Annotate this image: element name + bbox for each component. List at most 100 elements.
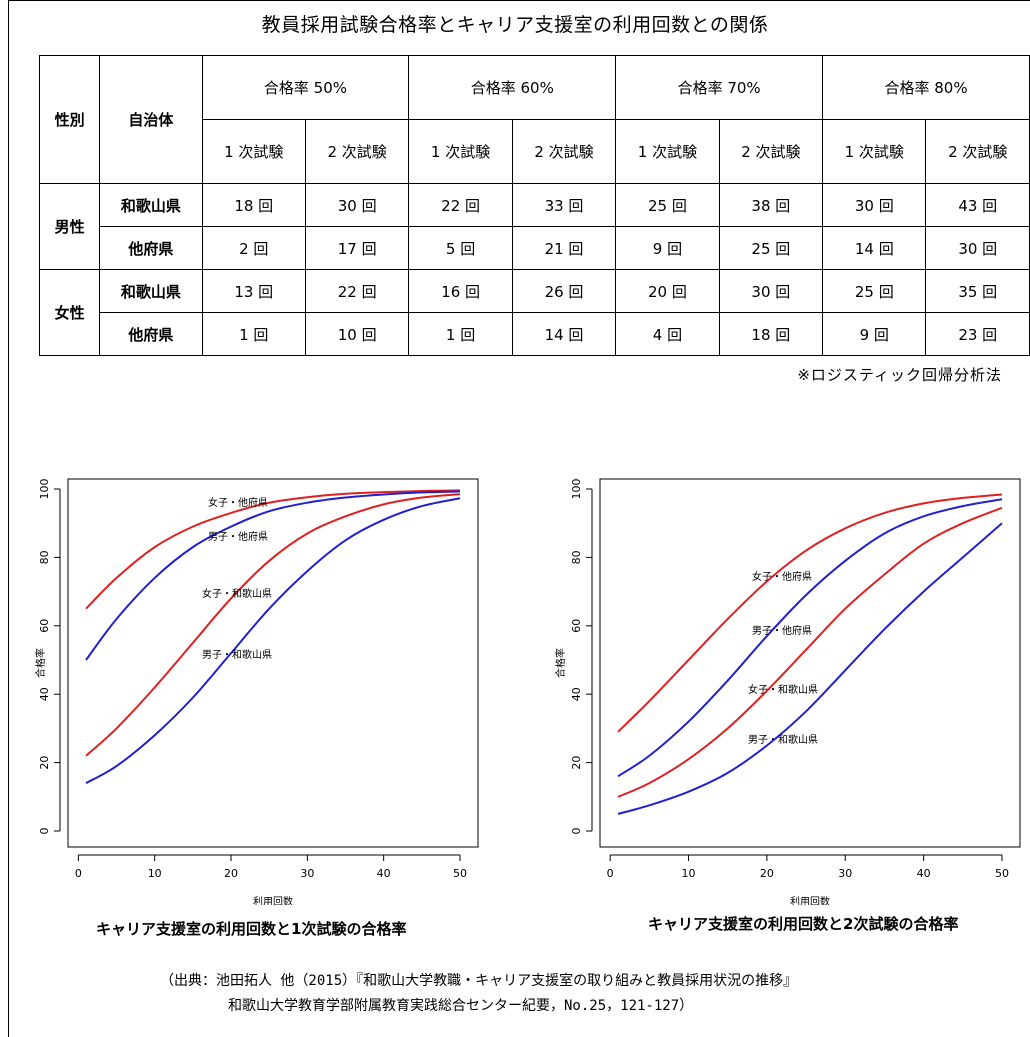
value-cell: 22 回: [304, 269, 410, 313]
chart-second-exam: 0 10 20 30 40 50 0 20 40 60 80 100 利用回数 合格率 女子・他府県男子・他…: [554, 478, 1021, 905]
x-tick-label: 30: [838, 867, 852, 880]
chart-first-exam-title: キャリア支援室の利用回数と1次試験の合格率: [96, 920, 407, 938]
value-cell: 33 回: [511, 183, 617, 227]
subhead-cell: 2 次試験: [511, 119, 617, 184]
value-cell: 35 回: [925, 269, 1030, 313]
y-tick-label: 0: [570, 828, 583, 835]
series-label: 女子・和歌山県: [202, 587, 272, 600]
page-frame: [8, 0, 1030, 1037]
value-cell: 30 回: [822, 183, 927, 227]
y-axis-label: 合格率: [554, 648, 567, 678]
table-row: 他府県 2 回 17 回 5 回 21 回 9 回 25 回 14 回 30 回: [40, 226, 1030, 270]
y-tick-label: 60: [38, 619, 51, 633]
subhead-cell: 1 次試験: [822, 119, 927, 184]
x-tick-label: 40: [917, 867, 931, 880]
subhead-cell: 1 次試験: [615, 119, 720, 184]
region-cell: 他府県: [99, 226, 203, 270]
y-tick-label: 40: [570, 687, 583, 701]
x-tick-label: 10: [148, 867, 162, 880]
value-cell: 1 回: [201, 312, 306, 356]
y-tick-label: 40: [38, 687, 51, 701]
gender-cell: 男性: [38, 183, 101, 270]
value-cell: 43 回: [925, 183, 1030, 227]
value-cell: 25 回: [718, 226, 824, 270]
value-cell: 4 回: [615, 312, 720, 356]
value-cell: 20 回: [615, 269, 720, 313]
header-rate-50: 合格率 50%: [201, 55, 410, 120]
value-cell: 14 回: [822, 226, 927, 270]
value-cell: 30 回: [718, 269, 824, 313]
table-row: 女性 和歌山県 13 回 22 回 16 回 26 回 20 回 30 回 25…: [38, 269, 1030, 356]
x-tick-label: 0: [75, 867, 82, 880]
x-tick-label: 30: [300, 867, 314, 880]
region-cell: 和歌山県: [99, 183, 203, 227]
value-cell: 30 回: [925, 226, 1030, 270]
value-cell: 23 回: [925, 312, 1030, 356]
chart-first-exam: 0 10 20 30 40 50 0 20 40 60 80 100 利用回数 合格率 女子・他府県男子・他…: [34, 478, 479, 905]
series-line: [85, 490, 461, 661]
plot-box: [599, 478, 1021, 848]
citation-line-2: 和歌山大学教育学部附属教育実践総合センター紀要，No.25，121-127）: [228, 998, 694, 1014]
gender-cell: 女性: [38, 269, 101, 356]
x-tick-label: 40: [377, 867, 391, 880]
value-cell: 10 回: [304, 312, 410, 356]
citation-line-1: （出典：池田拓人 他（2015）『和歌山大学教職・キャリア支援室の取り組みと教員…: [160, 973, 798, 989]
y-tick-label: 60: [570, 619, 583, 633]
y-tick-label: 80: [38, 550, 51, 564]
series-label: 女子・他府県: [752, 570, 812, 583]
value-cell: 5 回: [408, 226, 513, 270]
series-label: 女子・和歌山県: [748, 683, 818, 696]
value-cell: 21 回: [511, 226, 617, 270]
header-region: 自治体: [99, 55, 203, 184]
header-rate-70: 合格率 70%: [615, 55, 824, 120]
y-tick-label: 20: [38, 756, 51, 770]
value-cell: 14 回: [511, 312, 617, 356]
y-tick-label: 20: [570, 756, 583, 770]
value-cell: 16 回: [408, 269, 513, 313]
series-line: [85, 489, 461, 610]
value-cell: 18 回: [718, 312, 824, 356]
header-rate-60: 合格率 60%: [408, 55, 617, 120]
subhead-cell: 2 次試験: [304, 119, 410, 184]
value-cell: 22 回: [408, 183, 513, 227]
value-cell: 9 回: [615, 226, 720, 270]
x-tick-label: 50: [453, 867, 467, 880]
value-cell: 38 回: [718, 183, 824, 227]
subhead-cell: 1 次試験: [408, 119, 513, 184]
value-cell: 2 回: [201, 226, 306, 270]
value-cell: 25 回: [822, 269, 927, 313]
subhead-cell: 2 次試験: [925, 119, 1030, 184]
x-tick-label: 50: [995, 867, 1009, 880]
value-cell: 9 回: [822, 312, 927, 356]
series-line: [85, 493, 461, 757]
y-tick-label: 100: [570, 479, 583, 500]
chart-second-exam-title: キャリア支援室の利用回数と2次試験の合格率: [648, 915, 959, 933]
subhead-cell: 2 次試験: [718, 119, 824, 184]
value-cell: 17 回: [304, 226, 410, 270]
value-cell: 26 回: [511, 269, 617, 313]
y-tick-label: 100: [38, 479, 51, 500]
x-tick-label: 0: [607, 867, 614, 880]
header-rate-80: 合格率 80%: [822, 55, 1030, 120]
series-line: [617, 506, 1003, 798]
plot-box: [67, 478, 479, 848]
region-cell: 和歌山県: [99, 269, 203, 313]
y-tick-label: 80: [570, 550, 583, 564]
rates-table: 性別 自治体 合格率 50% 合格率 60% 合格率 70% 合格率 80% 1…: [38, 55, 1030, 356]
method-note: ※ロジスティック回帰分析法: [797, 366, 1002, 384]
series-line: [617, 493, 1003, 733]
value-cell: 1 回: [408, 312, 513, 356]
subhead-cell: 1 次試験: [201, 119, 306, 184]
table-row: 男性 和歌山県 18 回 30 回 22 回 33 回 25 回 38 回 30…: [38, 183, 1030, 270]
series-line: [617, 498, 1003, 778]
series-line: [85, 497, 461, 784]
table-row: 他府県 1 回 10 回 1 回 14 回 4 回 18 回 9 回 23 回: [40, 312, 1030, 356]
value-cell: 13 回: [201, 269, 306, 313]
x-axis-label: 利用回数: [253, 895, 293, 905]
y-axis-label: 合格率: [34, 648, 47, 678]
series-line: [617, 522, 1003, 815]
x-tick-label: 10: [682, 867, 696, 880]
series-label: 女子・他府県: [208, 496, 268, 509]
series-label: 男子・他府県: [208, 530, 268, 543]
x-axis-label: 利用回数: [790, 895, 830, 905]
